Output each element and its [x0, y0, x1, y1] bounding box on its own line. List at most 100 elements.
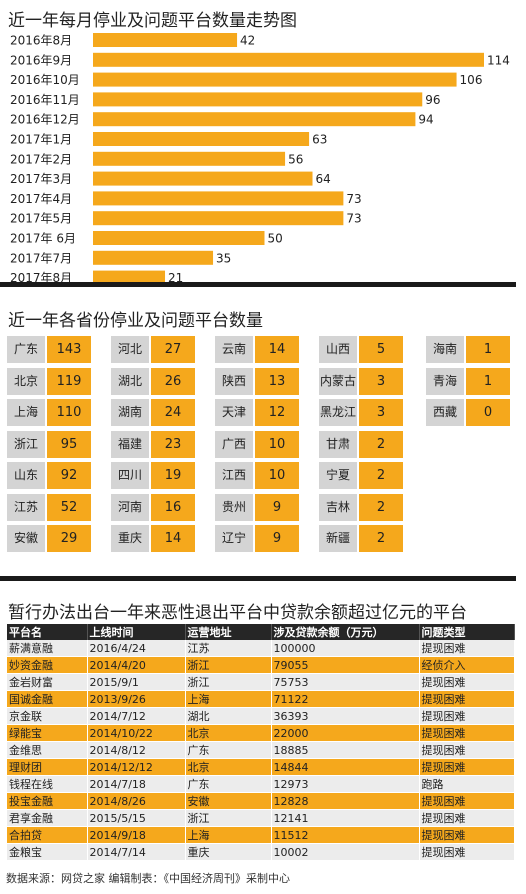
- bar: [93, 112, 416, 127]
- province-chart-title: 近一年各省份停业及问题平台数量: [8, 311, 263, 331]
- value-label: 96: [425, 93, 440, 107]
- value-label: 106: [460, 73, 483, 87]
- table-cell: 2014/10/22: [87, 724, 186, 742]
- table-row: 妙资金融 2014/4/20 浙江 79055 经侦介入: [7, 656, 515, 674]
- section-divider: [0, 576, 516, 581]
- province-name: 福建: [111, 430, 149, 458]
- table-cell: 提现困难: [419, 690, 515, 708]
- table-cell: 2014/12/12: [87, 758, 186, 776]
- value-label: 73: [346, 192, 361, 206]
- bar: [93, 52, 484, 67]
- category-label: 2017年7月: [10, 251, 72, 265]
- province-name: 云南: [215, 336, 253, 363]
- province-name: 海南: [426, 336, 464, 363]
- table-cell: 2014/7/14: [87, 843, 186, 861]
- table-cell: 合拍贷: [7, 826, 88, 844]
- source-note: 数据来源：网贷之家 编辑制表：《中国经济周刊》采制中心: [6, 872, 290, 885]
- table-row: 薪满意融 2016/4/24 江苏 100000 提现困难: [7, 640, 515, 657]
- province-name: 辽宁: [215, 525, 253, 552]
- table-cell: 2015/5/15: [87, 809, 186, 827]
- table-cell: 提现困难: [419, 673, 515, 691]
- table-cell: 理财团: [7, 758, 88, 776]
- province-name: 贵州: [215, 493, 253, 521]
- province-name: 甘肃: [319, 430, 357, 458]
- table-cell: 君享金融: [7, 809, 88, 827]
- province-value: 110: [47, 399, 91, 426]
- table-cell: 提现困难: [419, 843, 515, 861]
- section-divider: [0, 282, 516, 287]
- province-value: 16: [151, 493, 195, 521]
- table-cell: 36393: [271, 707, 420, 725]
- province-name: 江苏: [7, 493, 45, 521]
- province-name: 西藏: [426, 399, 464, 426]
- province-name: 陕西: [215, 367, 253, 395]
- table-cell: 2015/9/1: [87, 673, 186, 691]
- province-name: 天津: [215, 399, 253, 426]
- bar: [93, 191, 344, 206]
- table-cell: 2014/7/18: [87, 775, 186, 793]
- province-name: 山东: [7, 462, 45, 489]
- column-header: 问题类型: [419, 624, 515, 640]
- table-cell: 浙江: [185, 656, 272, 674]
- table-cell: 上海: [185, 826, 272, 844]
- value-label: 63: [312, 133, 327, 147]
- province-name: 上海: [7, 399, 45, 426]
- bar: [93, 250, 214, 265]
- value-label: 94: [418, 113, 433, 127]
- province-name: 安徽: [7, 525, 45, 552]
- province-value: 2: [359, 462, 403, 489]
- table-cell: 2014/7/12: [87, 707, 186, 725]
- column-header: 上线时间: [87, 624, 186, 640]
- province-value: 9: [255, 525, 299, 552]
- table-row: 金岩财富 2015/9/1 浙江 75753 提现困难: [7, 673, 515, 691]
- value-label: 35: [216, 251, 231, 265]
- platform-table-title: 暂行办法出台一年来恶性退出平台中贷款余额超过亿元的平台: [8, 603, 467, 623]
- province-name: 北京: [7, 367, 45, 395]
- table-cell: 广东: [185, 775, 272, 793]
- value-label: 50: [267, 232, 282, 246]
- table-cell: 2016/4/24: [87, 640, 186, 657]
- table-cell: 提现困难: [419, 707, 515, 725]
- bar: [93, 132, 310, 146]
- column-header: 涉及贷款余额（万元）: [271, 624, 420, 640]
- table-row: 国诚金融 2013/9/26 上海 71122 提现困难: [7, 690, 515, 708]
- province-value: 2: [359, 493, 403, 521]
- province-value: 19: [151, 462, 195, 489]
- table-cell: 71122: [271, 690, 420, 708]
- table-cell: 提现困难: [419, 724, 515, 742]
- table-cell: 妙资金融: [7, 656, 88, 674]
- table-cell: 重庆: [185, 843, 272, 861]
- bar: [93, 72, 457, 87]
- table-cell: 金维思: [7, 741, 88, 759]
- table-cell: 提现困难: [419, 640, 515, 657]
- province-value: 10: [255, 430, 299, 458]
- table-cell: 提现困难: [419, 741, 515, 759]
- table-cell: 10002: [271, 843, 420, 861]
- bar: [93, 33, 238, 47]
- table-cell: 上海: [185, 690, 272, 708]
- table-cell: 北京: [185, 724, 272, 742]
- province-value: 92: [47, 462, 91, 489]
- table-cell: 安徽: [185, 792, 272, 810]
- province-value: 52: [47, 493, 91, 521]
- province-value: 1: [466, 367, 510, 395]
- table-cell: 国诚金融: [7, 690, 88, 708]
- value-label: 114: [487, 53, 510, 67]
- province-name: 黑龙江: [319, 399, 357, 426]
- province-value: 2: [359, 525, 403, 552]
- value-label: 42: [240, 34, 255, 48]
- bar: [93, 211, 344, 226]
- province-value: 143: [47, 336, 91, 363]
- table-cell: 75753: [271, 673, 420, 691]
- province-name: 浙江: [7, 430, 45, 458]
- category-label: 2017年5月: [10, 212, 72, 226]
- table-cell: 跑路: [419, 775, 515, 793]
- category-label: 2017年3月: [10, 172, 72, 186]
- table-cell: 广东: [185, 741, 272, 759]
- province-name: 广西: [215, 430, 253, 458]
- table-row: 君享金融 2015/5/15 浙江 12141 提现困难: [7, 809, 515, 827]
- value-label: 73: [346, 212, 361, 226]
- province-name: 江西: [215, 462, 253, 489]
- table-cell: 京金联: [7, 707, 88, 725]
- table-cell: 金粮宝: [7, 843, 88, 861]
